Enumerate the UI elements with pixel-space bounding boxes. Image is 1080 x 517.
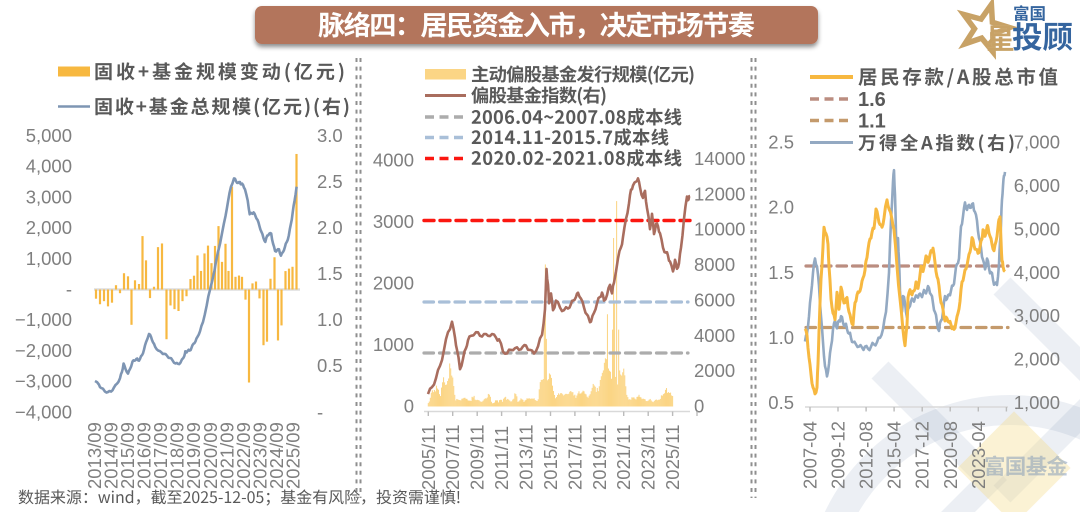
svg-text:2.5: 2.5 [768,132,794,153]
svg-text:2015/09: 2015/09 [117,422,138,489]
svg-text:2000: 2000 [373,273,414,294]
svg-text:10000: 10000 [694,219,745,240]
svg-text:2021/11: 2021/11 [613,425,634,491]
svg-text:−2,000: −2,000 [15,340,72,361]
svg-text:2025/09: 2025/09 [283,422,304,489]
svg-text:1000: 1000 [373,334,414,355]
svg-text:2020/09: 2020/09 [200,422,221,489]
svg-text:3.0: 3.0 [317,125,343,146]
svg-text:2022/09: 2022/09 [233,422,254,489]
svg-text:0: 0 [694,396,704,417]
svg-text:2013/11: 2013/11 [516,425,537,491]
svg-text:2016/09: 2016/09 [134,422,155,489]
svg-text:4,000: 4,000 [1014,262,1060,283]
svg-text:2,000: 2,000 [1014,349,1060,370]
svg-text:2.5: 2.5 [317,171,343,192]
svg-text:1.5: 1.5 [768,262,794,283]
svg-text:2019/09: 2019/09 [183,422,204,489]
svg-text:2024/09: 2024/09 [266,422,287,489]
svg-text:2020-08: 2020-08 [940,421,961,489]
svg-text:2018/09: 2018/09 [167,422,188,489]
svg-text:4000: 4000 [373,150,414,171]
svg-text:3000: 3000 [373,211,414,232]
svg-text:−1,000: −1,000 [15,309,72,330]
svg-text:5,000: 5,000 [1014,218,1060,239]
svg-text:1.0: 1.0 [317,309,343,330]
svg-text:2009/11: 2009/11 [467,425,488,491]
svg-text:2023-04: 2023-04 [968,421,989,489]
svg-text:2011/11: 2011/11 [491,426,512,490]
svg-text:-: - [66,279,72,300]
svg-text:1,000: 1,000 [1014,392,1060,413]
svg-text:2019/11: 2019/11 [589,425,610,491]
svg-text:1.6: 1.6 [858,89,886,111]
svg-text:2017/11: 2017/11 [564,425,585,491]
svg-text:-: - [317,401,323,422]
svg-text:2013/09: 2013/09 [84,422,105,489]
svg-text:6000: 6000 [694,289,735,310]
svg-text:1.1: 1.1 [858,111,886,133]
svg-text:2017/09: 2017/09 [150,422,171,489]
svg-text:2023/09: 2023/09 [249,422,270,489]
svg-text:−4,000: −4,000 [15,401,72,422]
svg-text:2,000: 2,000 [26,217,72,238]
svg-text:8000: 8000 [694,254,735,275]
svg-text:2012-08: 2012-08 [856,421,877,489]
svg-text:1,000: 1,000 [26,248,72,269]
svg-text:1.5: 1.5 [317,263,343,284]
svg-text:2000: 2000 [694,360,735,381]
svg-text:2025/11: 2025/11 [662,425,683,491]
svg-text:2005/11: 2005/11 [418,425,439,491]
svg-text:6,000: 6,000 [1014,175,1060,196]
svg-text:4000: 4000 [694,325,735,346]
svg-text:3,000: 3,000 [26,186,72,207]
svg-text:2007/11: 2007/11 [442,425,463,491]
svg-text:2021/09: 2021/09 [216,422,237,489]
svg-text:14000: 14000 [694,148,745,169]
svg-text:2015-04: 2015-04 [884,421,905,489]
svg-text:0.5: 0.5 [768,392,794,413]
svg-text:7,000: 7,000 [1014,132,1060,153]
svg-text:2023/11: 2023/11 [638,425,659,491]
svg-text:2017-12: 2017-12 [912,421,933,489]
svg-text:12000: 12000 [694,183,745,204]
svg-text:2.0: 2.0 [768,197,794,218]
svg-text:1.0: 1.0 [768,327,794,348]
svg-text:0.5: 0.5 [317,355,343,376]
svg-text:0: 0 [404,396,414,417]
svg-text:3,000: 3,000 [1014,305,1060,326]
svg-text:2015/11: 2015/11 [540,425,561,491]
svg-text:5,000: 5,000 [26,125,72,146]
svg-text:−3,000: −3,000 [15,371,72,392]
svg-text:4,000: 4,000 [26,156,72,177]
svg-text:2014/09: 2014/09 [101,422,122,489]
svg-text:2.0: 2.0 [317,217,343,238]
svg-text:2009-12: 2009-12 [828,421,849,489]
svg-text:2007-04: 2007-04 [800,421,821,489]
